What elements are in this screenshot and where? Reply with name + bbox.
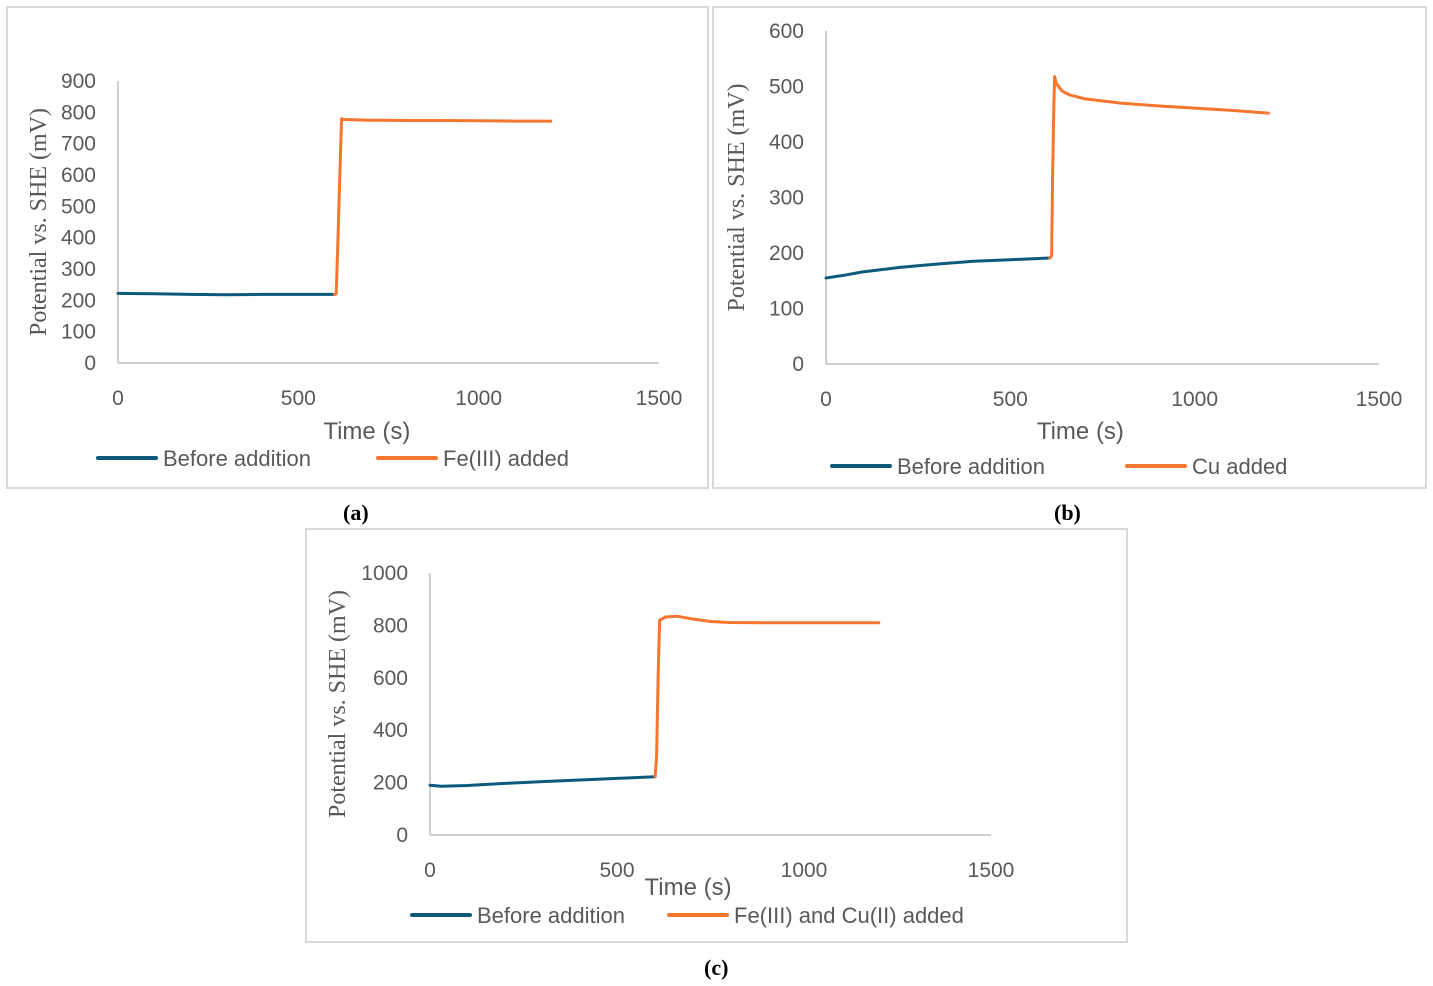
y-tick-label: 1000 xyxy=(361,562,408,585)
y-tick-label: 400 xyxy=(373,719,408,742)
y-tick-label: 600 xyxy=(61,164,96,187)
legend-label: Cu added xyxy=(1192,454,1287,479)
x-axis-title: Time (s) xyxy=(323,418,410,445)
x-tick-label: 1500 xyxy=(636,387,683,410)
series-line-after xyxy=(332,117,553,296)
caption-c: (c) xyxy=(704,955,729,980)
x-tick-label: 500 xyxy=(281,387,316,410)
x-tick-label: 1000 xyxy=(455,387,502,410)
chart-panel-b: 0 100 200 300 400 500 600 0 500 1000 1500 Time (s) P… xyxy=(712,6,1427,489)
x-tick-label: 1000 xyxy=(781,859,828,882)
y-tick-label: 500 xyxy=(769,76,804,99)
legend-label: Before addition xyxy=(477,903,625,928)
y-tick-label: 800 xyxy=(61,101,96,124)
y-tick-label: 900 xyxy=(61,70,96,93)
y-tick-label: 100 xyxy=(769,298,804,321)
y-tick-label: 400 xyxy=(61,227,96,250)
chart-panel-a: 0 100 200 300 400 500 600 700 800 900 0 500 1000 1500… xyxy=(6,6,709,489)
y-tick-label: 200 xyxy=(373,772,408,795)
y-tick-label: 600 xyxy=(373,667,408,690)
y-tick-label: 0 xyxy=(792,353,804,376)
y-axis-title: Potential vs. SHE (mV) xyxy=(325,590,351,818)
y-tick-label: 300 xyxy=(769,187,804,210)
y-tick-label: 100 xyxy=(61,321,96,344)
x-tick-label: 0 xyxy=(424,859,436,882)
y-tick-label: 0 xyxy=(396,824,408,847)
y-tick-label: 700 xyxy=(61,133,96,156)
y-tick-label: 0 xyxy=(84,352,96,375)
y-axis-title: Potential vs. SHE (mV) xyxy=(26,108,52,336)
y-tick-label: 600 xyxy=(769,20,804,43)
x-tick-label: 1500 xyxy=(1356,388,1403,411)
x-axis-title: Time (s) xyxy=(1037,418,1124,445)
y-tick-label: 400 xyxy=(769,131,804,154)
x-tick-label: 500 xyxy=(993,388,1028,411)
x-tick-label: 1500 xyxy=(968,859,1015,882)
y-tick-label: 200 xyxy=(769,242,804,265)
x-axis-title: Time (s) xyxy=(645,874,732,901)
legend-label: Fe(III) and Cu(II) added xyxy=(734,903,964,928)
y-tick-label: 800 xyxy=(373,614,408,637)
legend-label: Before addition xyxy=(163,446,311,471)
y-tick-label: 200 xyxy=(61,289,96,312)
x-tick-label: 1000 xyxy=(1171,388,1218,411)
x-tick-label: 0 xyxy=(820,388,832,411)
series-line-after xyxy=(653,614,881,779)
chart-c-svg: 0 200 400 600 800 1000 0 500 1000 1500 Time (s) Pot… xyxy=(325,562,1015,928)
chart-a-svg: 0 100 200 300 400 500 600 700 800 900 0 500 1000 1500… xyxy=(26,70,683,471)
caption-b: (b) xyxy=(1054,500,1081,525)
y-axis-title: Potential vs. SHE (mV) xyxy=(724,84,750,312)
x-tick-label: 0 xyxy=(112,387,124,410)
y-tick-label: 500 xyxy=(61,195,96,218)
legend-label: Before addition xyxy=(897,454,1045,479)
series-line-after xyxy=(1048,75,1270,260)
chart-b-svg: 0 100 200 300 400 500 600 0 500 1000 1500 Time (s) P… xyxy=(724,20,1403,479)
series-line-before xyxy=(428,775,657,788)
y-tick-label: 300 xyxy=(61,258,96,281)
caption-a: (a) xyxy=(343,500,369,525)
series-line-before xyxy=(824,256,1052,280)
x-tick-label: 500 xyxy=(599,859,634,882)
legend-label: Fe(III) added xyxy=(443,446,569,471)
series-line-before xyxy=(116,291,336,297)
chart-panel-c: 0 200 400 600 800 1000 0 500 1000 1500 Time (s) Pot… xyxy=(305,528,1128,943)
